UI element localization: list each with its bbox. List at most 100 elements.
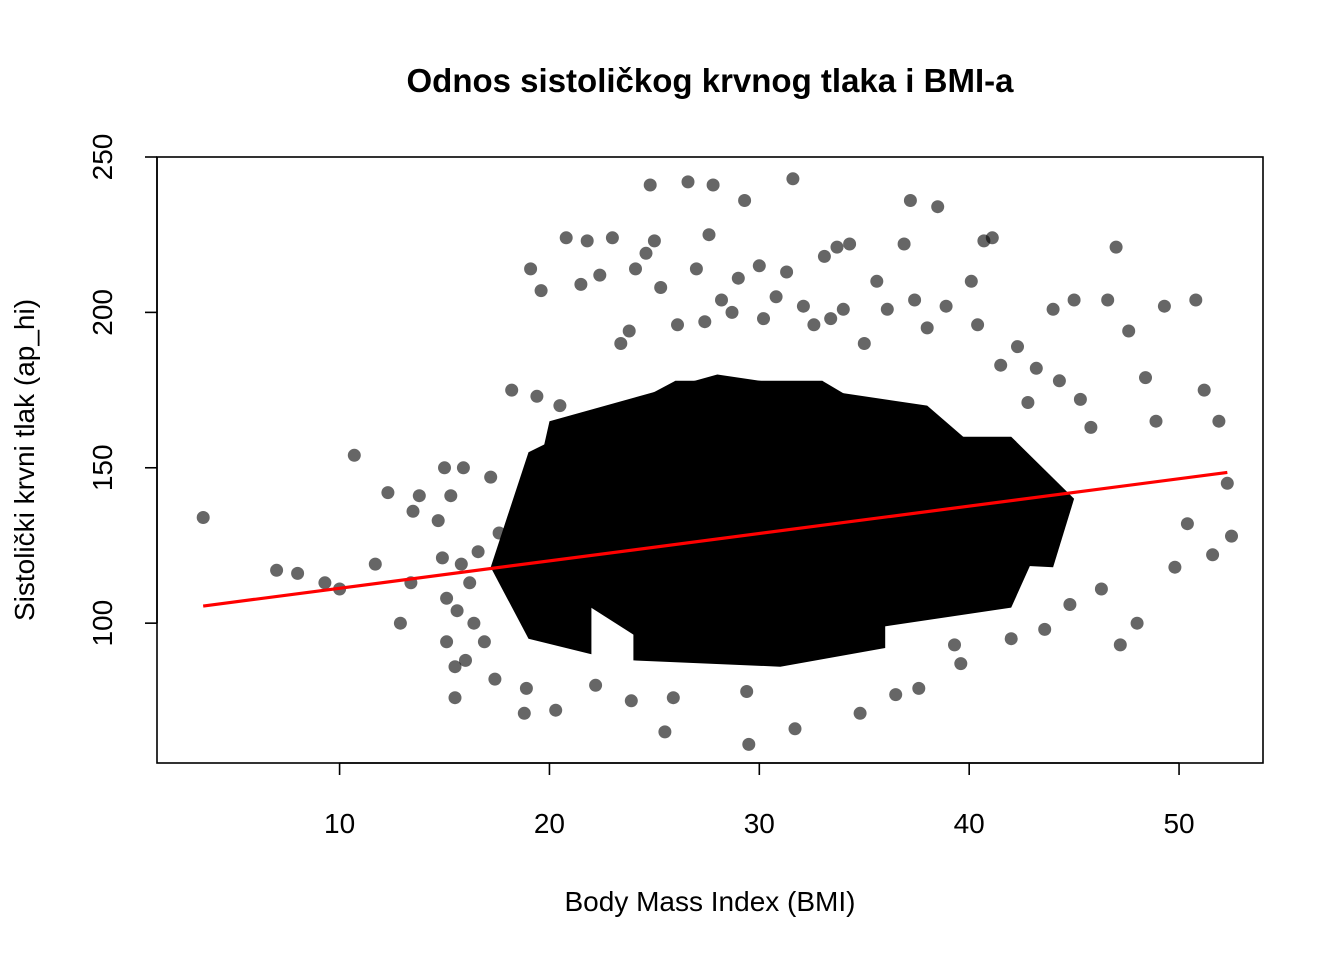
scatter-point: [605, 231, 619, 245]
scatter-point: [484, 470, 498, 484]
scatter-point: [853, 706, 867, 720]
scatter-point: [368, 557, 382, 571]
scatter-point: [381, 486, 395, 500]
scatter-point: [752, 259, 766, 273]
dense-cluster-region: [490, 421, 592, 655]
scatter-point: [658, 725, 672, 739]
scatter-point: [463, 576, 477, 590]
scatter-point: [471, 545, 485, 559]
scatter-point: [1113, 638, 1127, 652]
scatter-point: [1206, 548, 1220, 562]
scatter-point: [454, 557, 468, 571]
scatter-point: [467, 616, 481, 630]
y-tick-label: 150: [87, 444, 118, 491]
scatter-point: [574, 277, 588, 291]
scatter-point: [788, 722, 802, 736]
scatter-point: [622, 324, 636, 338]
scatter-point: [889, 688, 903, 702]
scatter-point: [1225, 529, 1238, 543]
scatter-point: [702, 228, 716, 242]
scatter-point: [780, 265, 794, 279]
scatter-point: [1038, 622, 1052, 636]
chart-title: Odnos sistoličkog krvnog tlaka i BMI-a: [407, 62, 1015, 99]
scatter-point: [796, 299, 810, 313]
regression-line: [202, 470, 1228, 608]
scatter-point: [488, 672, 502, 686]
x-tick-label: 50: [1163, 808, 1194, 839]
scatter-point: [1073, 392, 1087, 406]
dense-point-cloud: [490, 374, 1075, 667]
scatter-point: [738, 194, 752, 207]
scatter-point: [948, 638, 961, 652]
scatter-point: [824, 312, 838, 326]
scatter-point: [698, 315, 712, 329]
scatter-point: [725, 305, 739, 319]
scatter-point: [347, 448, 361, 462]
scatter-point: [769, 290, 783, 304]
scatter-point: [954, 657, 968, 671]
scatter-point: [857, 337, 871, 350]
scatter-point: [1180, 517, 1194, 531]
scatter-point: [589, 678, 603, 692]
scatter-point: [444, 489, 458, 503]
scatter-point: [1029, 361, 1043, 375]
scatter-point: [939, 299, 953, 313]
scatter-point: [559, 231, 573, 245]
scatter-point: [1004, 632, 1018, 646]
scatter-point: [706, 178, 720, 192]
scatter-point: [1122, 324, 1136, 338]
scatter-point: [742, 737, 756, 751]
scatter-point: [671, 318, 684, 332]
scatter-point: [666, 691, 680, 705]
trend-line-layer: [202, 470, 1228, 608]
scatter-point: [1149, 414, 1163, 428]
scatter-point: [549, 703, 563, 717]
scatter-point: [880, 302, 894, 316]
scatter-point: [450, 604, 464, 618]
scatter-point: [614, 337, 628, 350]
scatter-point: [580, 234, 594, 248]
scatter-point: [534, 284, 548, 298]
x-axis-label: Body Mass Index (BMI): [565, 886, 856, 917]
scatter-point: [807, 318, 821, 332]
scatter-point: [459, 653, 472, 667]
scatter-point: [639, 246, 653, 260]
scatter-point: [1189, 293, 1203, 307]
scatter-point: [593, 268, 607, 282]
scatter-point: [740, 685, 754, 698]
scatter-point: [477, 635, 491, 649]
scatter-point: [836, 302, 850, 316]
scatter-point: [431, 514, 445, 528]
scatter-point: [1109, 240, 1123, 254]
scatter-point: [908, 293, 922, 307]
scatter-point: [1130, 616, 1144, 630]
scatter-point: [440, 635, 454, 649]
x-axis: 10 20 30 40 50: [324, 762, 1195, 839]
y-tick-label: 200: [87, 289, 118, 336]
scatter-point: [1139, 371, 1152, 385]
scatter-point: [715, 293, 728, 307]
scatter-point: [870, 274, 884, 288]
scatter-point: [1084, 420, 1098, 434]
scatter-point: [1220, 476, 1234, 490]
scatter-point: [1052, 374, 1066, 388]
scatter-point: [456, 461, 470, 475]
scatter-point: [643, 178, 657, 192]
scatter-point: [440, 591, 454, 605]
scatter-point: [530, 389, 544, 403]
scatter-point: [994, 358, 1008, 372]
scatter-point: [1046, 302, 1060, 316]
scatter-point: [985, 231, 999, 245]
scatter-point: [647, 234, 661, 248]
scatter-point: [270, 563, 284, 577]
scatter-point: [438, 461, 451, 475]
scatter-point: [1197, 383, 1211, 397]
scatter-point: [393, 616, 407, 630]
scatter-point: [786, 172, 800, 186]
scatter-point: [406, 504, 420, 518]
y-axis-label: Sistolički krvni tlak (ap_hi): [9, 299, 40, 621]
scatter-point: [1067, 293, 1081, 307]
scatter-point: [843, 237, 857, 251]
scatter-point: [1094, 582, 1108, 596]
